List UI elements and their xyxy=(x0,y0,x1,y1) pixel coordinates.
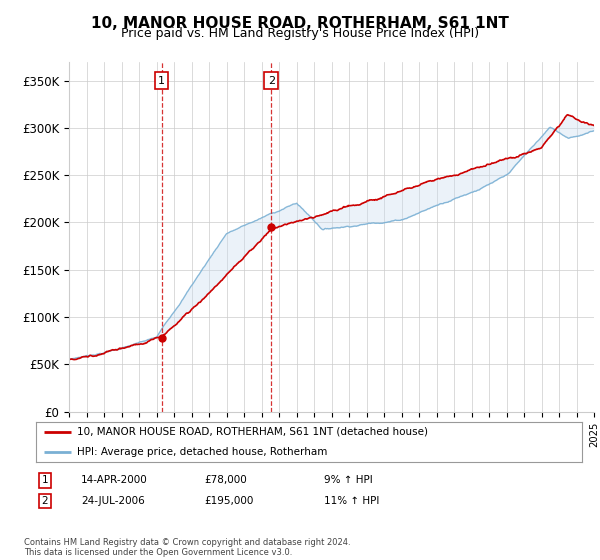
Text: 24-JUL-2006: 24-JUL-2006 xyxy=(81,496,145,506)
Text: £195,000: £195,000 xyxy=(204,496,253,506)
Text: 2: 2 xyxy=(41,496,49,506)
Text: 2: 2 xyxy=(268,76,275,86)
Text: 9% ↑ HPI: 9% ↑ HPI xyxy=(324,475,373,486)
Text: Contains HM Land Registry data © Crown copyright and database right 2024.
This d: Contains HM Land Registry data © Crown c… xyxy=(24,538,350,557)
Text: HPI: Average price, detached house, Rotherham: HPI: Average price, detached house, Roth… xyxy=(77,447,328,457)
Text: 10, MANOR HOUSE ROAD, ROTHERHAM, S61 1NT: 10, MANOR HOUSE ROAD, ROTHERHAM, S61 1NT xyxy=(91,16,509,31)
Text: 10, MANOR HOUSE ROAD, ROTHERHAM, S61 1NT (detached house): 10, MANOR HOUSE ROAD, ROTHERHAM, S61 1NT… xyxy=(77,427,428,437)
Text: 14-APR-2000: 14-APR-2000 xyxy=(81,475,148,486)
Text: 1: 1 xyxy=(158,76,165,86)
Text: 11% ↑ HPI: 11% ↑ HPI xyxy=(324,496,379,506)
Text: 1: 1 xyxy=(41,475,49,486)
Text: £78,000: £78,000 xyxy=(204,475,247,486)
Text: Price paid vs. HM Land Registry's House Price Index (HPI): Price paid vs. HM Land Registry's House … xyxy=(121,27,479,40)
